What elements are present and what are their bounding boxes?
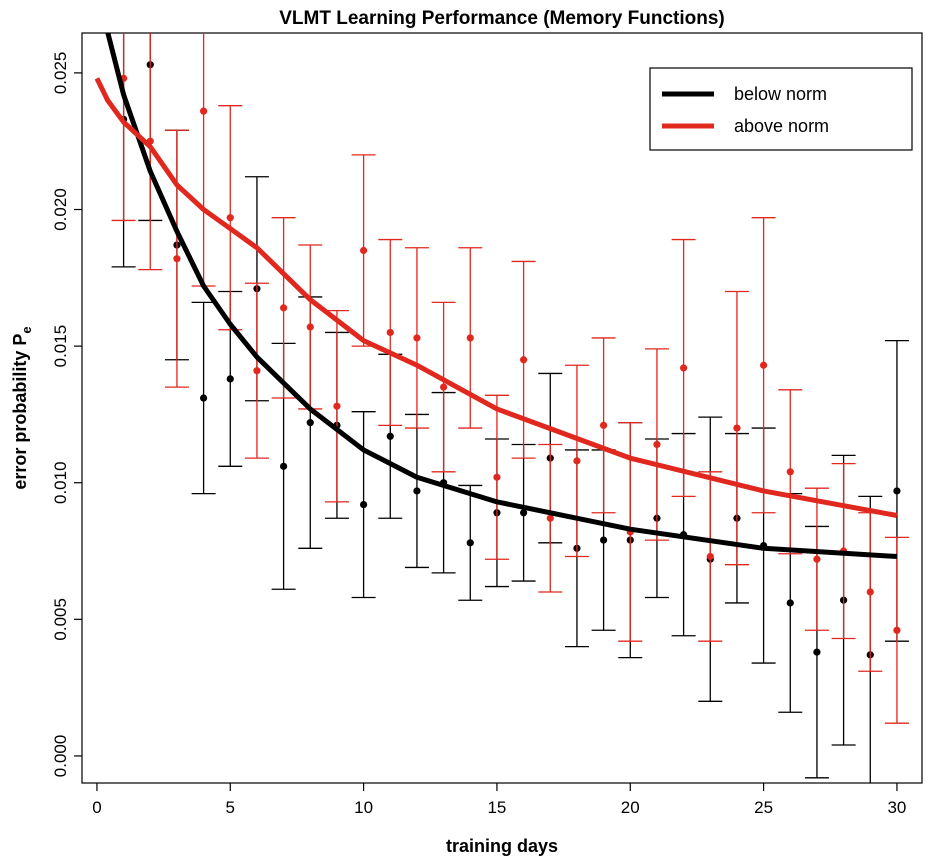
x-tick-label: 5: [226, 798, 235, 817]
legend-label: above norm: [734, 116, 829, 136]
legend-box: [649, 67, 913, 151]
x-tick-label: 20: [621, 798, 640, 817]
data-point: [413, 487, 421, 495]
data-point: [653, 440, 661, 449]
y-axis-label-subscript: e: [19, 326, 34, 333]
fit-curve: [105, 33, 898, 559]
data-point: [413, 334, 421, 342]
y-tick-label: 0.005: [51, 598, 70, 641]
data-point: [200, 107, 208, 115]
x-tick-label: 0: [92, 798, 101, 817]
data-point: [760, 361, 768, 369]
y-axis-label: error probability Pe: [10, 326, 34, 489]
data-point: [360, 500, 368, 509]
data-point: [493, 473, 501, 481]
plot-area: [94, 33, 909, 783]
axes: 0 5 10 15 20 25 30 0.000 0.005 0.010 0.015 0.020 0.0…: [51, 52, 906, 817]
y-tick-label: 0.020: [51, 188, 70, 231]
y-tick-label: 0.010: [51, 461, 70, 504]
data-point: [600, 421, 608, 429]
data-point: [226, 214, 234, 222]
data-point: [520, 509, 528, 517]
data-point: [360, 246, 368, 255]
data-point: [866, 588, 874, 596]
data-point: [706, 552, 714, 561]
x-tick-label: 25: [754, 798, 773, 817]
data-point: [173, 255, 181, 263]
data-point: [306, 323, 314, 331]
data-point: [786, 468, 794, 476]
plot-frame: [81, 32, 923, 784]
y-tick-label: 0.000: [51, 735, 70, 778]
data-point: [893, 626, 901, 634]
y-tick-label: 0.025: [51, 52, 70, 95]
data-point: [893, 487, 901, 495]
data-point: [280, 304, 288, 312]
data-point: [786, 599, 794, 607]
x-tick-label: 30: [887, 798, 906, 817]
data-point: [813, 555, 821, 563]
data-point: [280, 462, 288, 470]
error-bar: [191, 33, 216, 287]
fit-curve: [94, 77, 898, 518]
x-tick-label: 15: [487, 798, 506, 817]
x-tick-label: 10: [354, 798, 373, 817]
data-point: [253, 367, 261, 375]
chart-title: VLMT Learning Performance (Memory Functi…: [279, 8, 725, 29]
data-point: [333, 402, 341, 410]
x-axis-label: training days: [446, 836, 558, 856]
data-point: [306, 419, 314, 427]
data-point: [386, 328, 394, 337]
legend-label: below norm: [734, 84, 827, 104]
y-axis-label-main: error probability P: [10, 334, 30, 490]
data-point: [600, 536, 608, 544]
data-point: [440, 383, 448, 391]
data-point: [226, 375, 234, 383]
y-tick-label: 0.015: [51, 325, 70, 368]
data-point: [466, 539, 474, 547]
data-point: [546, 514, 554, 522]
data-point: [200, 394, 208, 402]
legend: below norm above norm: [649, 67, 913, 151]
data-point: [733, 424, 741, 432]
data-point: [813, 648, 821, 656]
data-point: [573, 457, 581, 465]
data-point: [466, 334, 474, 342]
data-point: [520, 356, 528, 364]
data-point: [386, 432, 394, 440]
data-point: [680, 364, 688, 372]
